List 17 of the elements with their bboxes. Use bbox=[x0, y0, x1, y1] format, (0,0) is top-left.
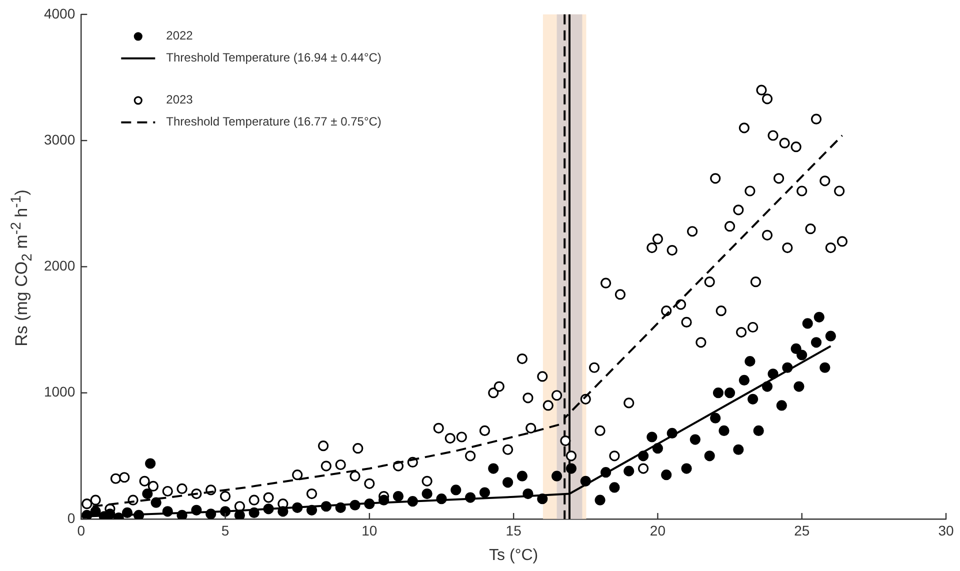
y-tick-label: 4000 bbox=[44, 5, 76, 22]
x-tick-label: 25 bbox=[794, 522, 810, 538]
y-tick-label: 0 bbox=[67, 510, 76, 526]
x-axis-title: Ts (°C) bbox=[489, 546, 538, 564]
x-tick-label: 5 bbox=[221, 522, 230, 538]
x-tick-label: 15 bbox=[506, 522, 522, 538]
y-tick-label: 2000 bbox=[44, 258, 76, 274]
x-tick-label: 30 bbox=[938, 522, 954, 538]
x-tick-label: 0 bbox=[77, 522, 86, 538]
legend-label: 2022 bbox=[166, 28, 194, 43]
y-tick-label: 1000 bbox=[44, 384, 76, 400]
x-tick-label: 10 bbox=[362, 522, 378, 538]
legend-label: 2023 bbox=[166, 92, 194, 107]
legend-label: Threshold Temperature (16.77 ± 0.75°C) bbox=[166, 114, 382, 129]
x-tick-label: 20 bbox=[650, 522, 666, 538]
y-tick-label: 3000 bbox=[44, 131, 76, 148]
legend-label: Threshold Temperature (16.94 ± 0.44°C) bbox=[166, 50, 382, 65]
